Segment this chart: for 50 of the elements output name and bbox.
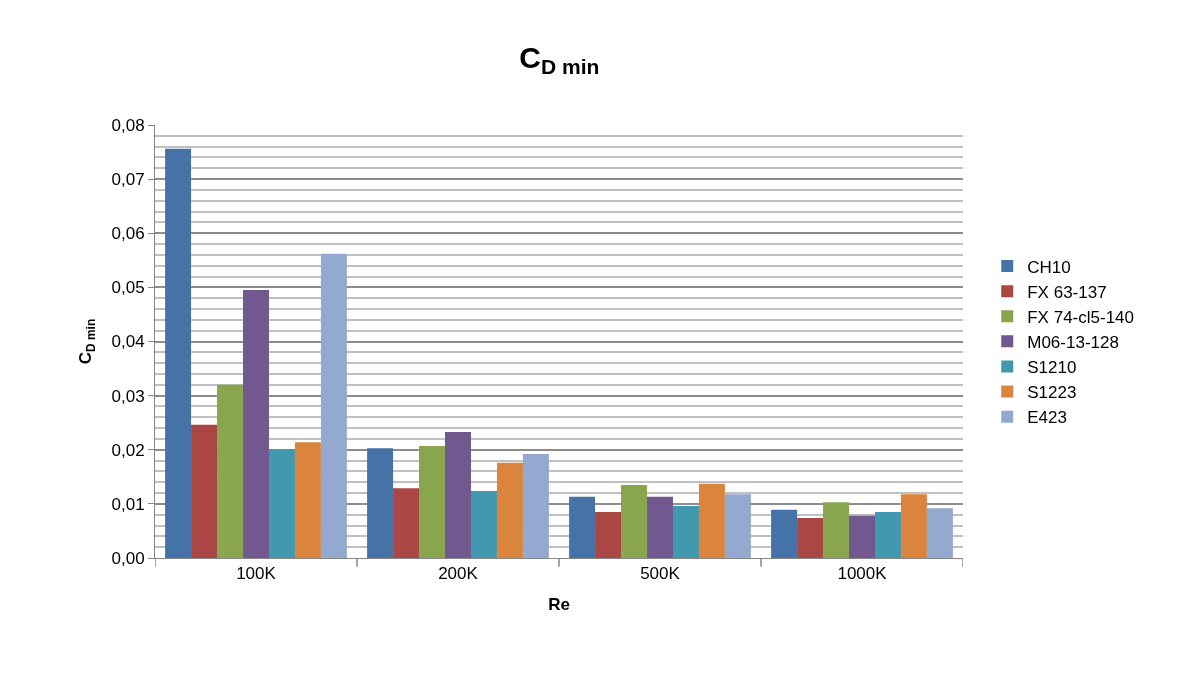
y-tick-label: 0,00 — [111, 548, 145, 568]
bar — [724, 494, 751, 558]
bar — [926, 508, 953, 558]
bar — [621, 484, 648, 558]
bar — [797, 517, 824, 558]
bar — [320, 253, 347, 558]
bar — [823, 502, 850, 558]
x-tick-label: 200K — [438, 564, 479, 584]
y-tick-label: 0,02 — [111, 440, 145, 460]
legend-label: S1223 — [1027, 383, 1077, 403]
x-tick-label: 1000K — [837, 564, 888, 584]
bar — [243, 290, 269, 558]
bar — [900, 494, 927, 558]
y-tick-label: 0,07 — [111, 170, 145, 190]
y-tick-label: 0,04 — [111, 332, 145, 352]
bar — [445, 431, 471, 558]
bar — [569, 496, 596, 558]
x-tick-label: 100K — [236, 564, 277, 584]
legend-label: M06-13-128 — [1027, 332, 1119, 352]
legend-label: FX 74-cl5-140 — [1027, 307, 1135, 327]
bar — [849, 515, 875, 558]
y-tick-label: 0,03 — [111, 386, 145, 406]
legend-label: FX 63-137 — [1027, 282, 1107, 302]
bar — [191, 424, 218, 558]
bar — [294, 442, 321, 558]
y-tick-label: 0,05 — [111, 278, 145, 298]
x-tick-label: 500K — [640, 564, 681, 584]
legend-label: CH10 — [1027, 257, 1071, 277]
bar — [698, 483, 725, 558]
bar — [367, 448, 394, 558]
bar — [874, 511, 901, 558]
bar — [165, 148, 192, 558]
y-tick-label: 0,06 — [111, 224, 145, 244]
legend-label: S1210 — [1027, 358, 1077, 378]
bar — [268, 449, 295, 558]
bar — [470, 490, 497, 558]
y-tick-label: 0,01 — [111, 494, 145, 514]
bar — [771, 509, 798, 558]
y-tick-label: 0,08 — [111, 115, 145, 135]
bar — [217, 384, 244, 558]
x-axis-title: Re — [548, 594, 570, 614]
bar — [522, 454, 549, 558]
chart-title: C$_{D min}$ — [519, 41, 600, 79]
legend-label: E423 — [1027, 408, 1067, 428]
bar — [672, 506, 699, 558]
bar — [595, 511, 622, 558]
bar — [496, 462, 523, 558]
bar — [419, 445, 446, 558]
bar — [647, 496, 673, 558]
bar — [393, 488, 420, 558]
